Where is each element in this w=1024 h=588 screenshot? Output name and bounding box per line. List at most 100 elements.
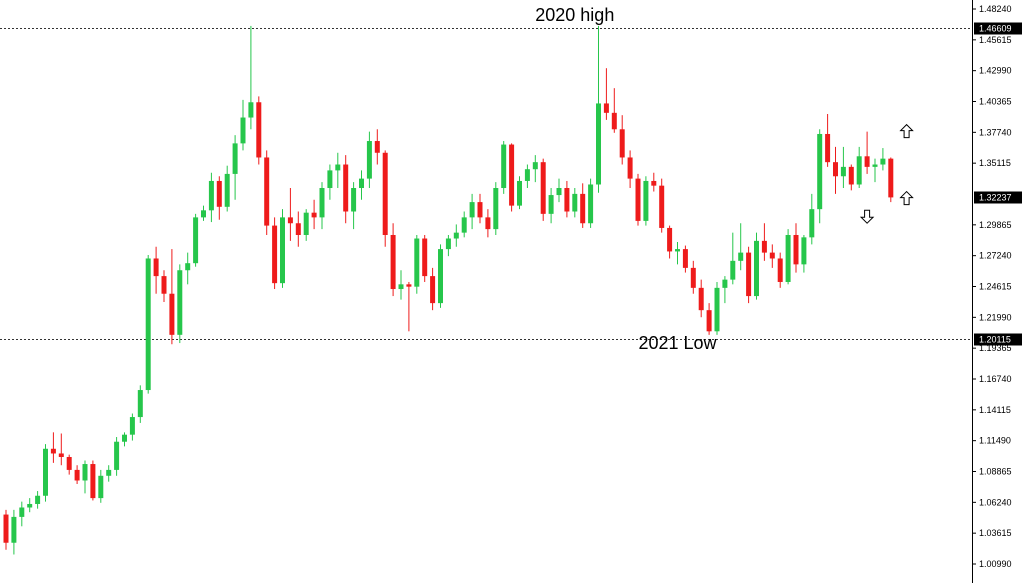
y-tick-label: 1.11490 xyxy=(979,436,1011,446)
candle-body xyxy=(98,475,104,499)
candles-layer xyxy=(3,25,894,555)
candle-body xyxy=(588,184,594,224)
candle-body xyxy=(35,495,41,504)
candle xyxy=(572,188,578,218)
candle xyxy=(469,193,475,230)
candle xyxy=(556,178,562,203)
candle xyxy=(461,211,467,238)
y-tick-label: 1.00990 xyxy=(979,559,1012,569)
candle-body xyxy=(359,178,364,189)
candle xyxy=(856,146,862,189)
candle-body xyxy=(453,232,459,239)
candle-body xyxy=(667,227,673,252)
candle-body xyxy=(754,240,759,297)
y-tick-label: 1.21990 xyxy=(979,312,1012,322)
candle xyxy=(406,281,412,332)
candle-body xyxy=(58,453,64,457)
candle-body xyxy=(438,249,443,304)
candle xyxy=(635,173,641,226)
candle-body xyxy=(493,188,499,230)
candle xyxy=(517,176,522,210)
candle xyxy=(848,164,854,191)
candle xyxy=(50,432,56,463)
candle xyxy=(232,135,238,200)
y-tick-label: 1.06240 xyxy=(979,497,1012,507)
candle xyxy=(785,229,791,285)
candle xyxy=(137,385,143,423)
candle xyxy=(524,164,530,189)
candle-body xyxy=(366,141,372,179)
candle-body xyxy=(272,225,278,284)
arrow-up-icon xyxy=(899,190,914,206)
candle xyxy=(438,244,443,308)
candle xyxy=(335,152,341,189)
candle-body xyxy=(3,514,9,543)
candle xyxy=(817,129,823,224)
candle-body xyxy=(888,158,894,198)
price-labels-layer: 1.46609 1.20115 1.32237 xyxy=(974,22,1022,346)
candle xyxy=(398,270,404,300)
candle xyxy=(248,25,254,130)
candle-body xyxy=(461,217,467,233)
candle-body xyxy=(201,210,206,218)
candle xyxy=(82,460,88,494)
candle xyxy=(129,413,135,441)
candle-body xyxy=(169,293,175,335)
candle-body xyxy=(114,441,120,470)
candle-body xyxy=(746,252,752,297)
candle-body xyxy=(445,238,451,250)
y-tick-label: 1.27240 xyxy=(979,251,1012,261)
candle-body xyxy=(761,240,767,253)
annotations-layer: 2020 high 2021 Low xyxy=(535,5,717,353)
candle-body xyxy=(864,156,870,167)
candle-body xyxy=(19,507,25,517)
candle-body xyxy=(524,169,530,181)
candle-body xyxy=(145,258,151,391)
candle-body xyxy=(264,157,270,226)
candle-body xyxy=(11,516,17,543)
candle xyxy=(3,509,9,550)
candle xyxy=(667,225,673,259)
candle xyxy=(256,96,262,165)
candle xyxy=(864,131,870,174)
candle-body xyxy=(619,129,625,158)
candle xyxy=(216,176,222,220)
y-tick-label: 1.08865 xyxy=(979,467,1012,477)
candle-body xyxy=(603,103,609,113)
candle xyxy=(801,234,807,273)
candle-body xyxy=(287,217,293,224)
candle xyxy=(777,252,783,288)
candle xyxy=(698,279,704,318)
candle xyxy=(114,437,120,476)
candle xyxy=(422,234,428,282)
candle xyxy=(509,143,515,212)
candle-body xyxy=(722,279,728,288)
candle xyxy=(98,469,104,503)
candle-body xyxy=(872,164,878,167)
candle xyxy=(287,188,293,241)
candle-body xyxy=(556,188,562,196)
candle xyxy=(722,276,728,304)
candle-body xyxy=(509,144,515,206)
candle xyxy=(501,141,507,194)
candle-body xyxy=(129,417,135,435)
candle-body xyxy=(635,178,641,221)
candle xyxy=(272,217,278,290)
y-tick-label: 1.19365 xyxy=(979,343,1012,353)
candle xyxy=(690,260,696,294)
candle xyxy=(445,234,451,257)
candle xyxy=(880,148,886,171)
candle-body xyxy=(256,102,262,158)
candle xyxy=(888,157,894,203)
candle-body xyxy=(793,234,799,265)
candle xyxy=(280,209,285,288)
candle-body xyxy=(351,188,357,212)
candle xyxy=(714,281,720,335)
candle xyxy=(809,193,815,245)
candle xyxy=(351,182,357,230)
candle-body xyxy=(825,133,831,163)
candle xyxy=(208,172,214,223)
candle-body xyxy=(611,112,617,130)
candle xyxy=(651,172,657,192)
candle xyxy=(580,183,586,228)
